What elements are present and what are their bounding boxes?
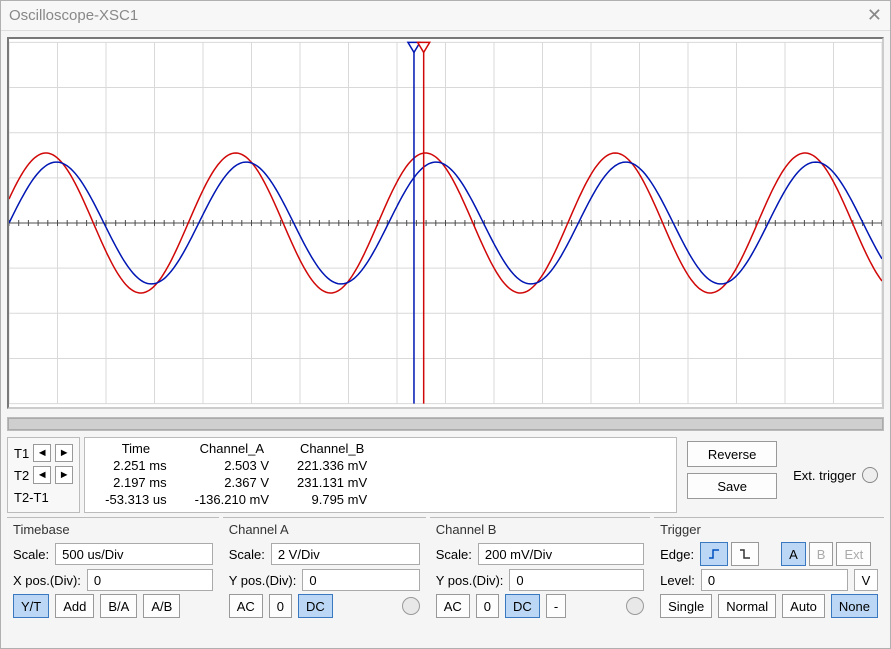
- timebase-scale-label: Scale:: [13, 547, 49, 562]
- trigger-level-label: Level:: [660, 573, 695, 588]
- col-chb: Channel_B: [283, 440, 381, 457]
- mode-add-button[interactable]: Add: [55, 594, 94, 618]
- trigger-edge-label: Edge:: [660, 547, 694, 562]
- readout-table: Time Channel_A Channel_B 2.251 ms 2.503 …: [84, 437, 677, 513]
- t2-right-button[interactable]: ►: [55, 466, 73, 484]
- table-row: -53.313 us -136.210 mV 9.795 mV: [91, 491, 381, 508]
- timebase-title: Timebase: [13, 522, 213, 537]
- cha-ypos-field[interactable]: 0: [302, 569, 419, 591]
- reverse-button[interactable]: Reverse: [687, 441, 777, 467]
- mode-ab-button[interactable]: A/B: [143, 594, 180, 618]
- col-cha: Channel_A: [181, 440, 283, 457]
- timebase-scale-field[interactable]: 500 us/Div: [55, 543, 213, 565]
- cha-scale-label: Scale:: [229, 547, 265, 562]
- scope-display[interactable]: [7, 37, 884, 409]
- table-row: 2.197 ms 2.367 V 231.131 mV: [91, 474, 381, 491]
- chb-title: Channel B: [436, 522, 644, 537]
- edge-rising-button[interactable]: [700, 542, 728, 566]
- t-diff-label: T2-T1: [14, 490, 49, 505]
- trigger-normal-button[interactable]: Normal: [718, 594, 776, 618]
- table-row: 2.251 ms 2.503 V 221.336 mV: [91, 457, 381, 474]
- cha-dc-button[interactable]: DC: [298, 594, 333, 618]
- chb-jack-icon[interactable]: [626, 597, 644, 615]
- t1-right-button[interactable]: ►: [55, 444, 73, 462]
- chb-scale-field[interactable]: 200 mV/Div: [478, 543, 644, 565]
- scope-canvas: [9, 39, 882, 407]
- trigger-src-b-button[interactable]: B: [809, 542, 834, 566]
- timebase-xpos-label: X pos.(Div):: [13, 573, 81, 588]
- rising-edge-icon: [708, 548, 720, 560]
- edge-falling-button[interactable]: [731, 542, 759, 566]
- channel-b-panel: Channel B Scale: 200 mV/Div Y pos.(Div):…: [430, 517, 650, 621]
- falling-edge-icon: [739, 548, 751, 560]
- t1-label: T1: [14, 446, 29, 461]
- trigger-single-button[interactable]: Single: [660, 594, 712, 618]
- chb-zero-button[interactable]: 0: [476, 594, 499, 618]
- window-title: Oscilloscope-XSC1: [9, 7, 867, 24]
- timebase-xpos-field[interactable]: 0: [87, 569, 213, 591]
- cha-ac-button[interactable]: AC: [229, 594, 263, 618]
- trigger-none-button[interactable]: None: [831, 594, 878, 618]
- cursor-controls: T1 ◄ ► T2 ◄ ► T2-T1: [7, 437, 80, 513]
- control-panels: Timebase Scale: 500 us/Div X pos.(Div): …: [7, 517, 884, 621]
- trigger-auto-button[interactable]: Auto: [782, 594, 825, 618]
- cha-ypos-label: Y pos.(Div):: [229, 573, 297, 588]
- cha-scale-field[interactable]: 2 V/Div: [271, 543, 420, 565]
- horizontal-scrollbar[interactable]: [7, 417, 884, 431]
- chb-scale-label: Scale:: [436, 547, 472, 562]
- trigger-src-a-button[interactable]: A: [781, 542, 806, 566]
- chb-ypos-field[interactable]: 0: [509, 569, 644, 591]
- action-buttons: Reverse Save: [681, 437, 783, 513]
- channel-a-panel: Channel A Scale: 2 V/Div Y pos.(Div): 0 …: [223, 517, 426, 621]
- chb-invert-button[interactable]: -: [546, 594, 566, 618]
- trigger-level-unit[interactable]: V: [854, 569, 878, 591]
- trigger-level-field[interactable]: 0: [701, 569, 848, 591]
- trigger-title: Trigger: [660, 522, 878, 537]
- ext-trigger-label: Ext. trigger: [793, 468, 856, 483]
- oscilloscope-window: Oscilloscope-XSC1 ✕ T1 ◄ ► T2 ◄ ► T2-T1: [0, 0, 891, 649]
- ext-trigger-area: Ext. trigger: [787, 437, 884, 513]
- cha-jack-icon[interactable]: [402, 597, 420, 615]
- close-icon[interactable]: ✕: [867, 5, 882, 26]
- title-bar: Oscilloscope-XSC1 ✕: [1, 1, 890, 31]
- col-time: Time: [91, 440, 180, 457]
- ext-trigger-jack-icon[interactable]: [862, 467, 878, 483]
- save-button[interactable]: Save: [687, 473, 777, 499]
- mode-ba-button[interactable]: B/A: [100, 594, 137, 618]
- timebase-panel: Timebase Scale: 500 us/Div X pos.(Div): …: [7, 517, 219, 621]
- chb-dc-button[interactable]: DC: [505, 594, 540, 618]
- trigger-panel: Trigger Edge: A B Ext Level: 0 V: [654, 517, 884, 621]
- chb-ac-button[interactable]: AC: [436, 594, 470, 618]
- t2-left-button[interactable]: ◄: [33, 466, 51, 484]
- readout-row: T1 ◄ ► T2 ◄ ► T2-T1 Time Channel_A Chann…: [7, 437, 884, 513]
- t1-left-button[interactable]: ◄: [33, 444, 51, 462]
- cha-title: Channel A: [229, 522, 420, 537]
- chb-ypos-label: Y pos.(Div):: [436, 573, 504, 588]
- mode-yt-button[interactable]: Y/T: [13, 594, 49, 618]
- scrollbar-thumb[interactable]: [8, 418, 883, 430]
- t2-label: T2: [14, 468, 29, 483]
- trigger-src-ext-button[interactable]: Ext: [836, 542, 871, 566]
- cha-zero-button[interactable]: 0: [269, 594, 292, 618]
